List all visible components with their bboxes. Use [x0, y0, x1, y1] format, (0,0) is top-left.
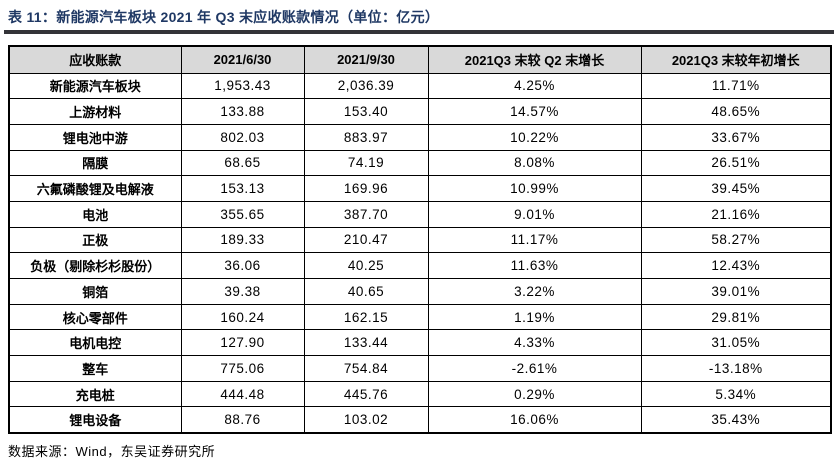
table-body: 新能源汽车板块 1,953.43 2,036.39 4.25% 11.71% 上游材料 13… [8, 72, 832, 434]
table-row: 核心零部件 160.24 162.15 1.19% 29.81% [8, 303, 832, 331]
table-cell: 58.27% [640, 226, 832, 254]
row-label: 整车 [8, 355, 182, 382]
table-cell: 14.57% [427, 98, 642, 125]
table-cell: 133.88 [180, 98, 305, 125]
table-header: 应收账款 2021/6/30 2021/9/30 2021Q3 末较 Q2 末增… [8, 45, 832, 74]
table-row: 正极 189.33 210.47 11.17% 58.27% [8, 226, 832, 254]
table-row: 新能源汽车板块 1,953.43 2,036.39 4.25% 11.71% [8, 72, 832, 100]
table-cell: -13.18% [640, 355, 832, 382]
table-cell: 11.63% [427, 252, 642, 279]
table-cell: 153.13 [180, 175, 305, 202]
table-row: 六氟磷酸锂及电解液 153.13 169.96 10.99% 39.45% [8, 175, 832, 202]
column-header-receivables: 应收账款 [8, 45, 182, 74]
table-cell: 2,036.39 [303, 72, 429, 100]
table-cell: 133.44 [303, 329, 429, 357]
title-rule-divider [4, 30, 834, 34]
receivables-table: 应收账款 2021/6/30 2021/9/30 2021Q3 末较 Q2 末增… [8, 45, 832, 434]
table-cell: 9.01% [427, 200, 642, 228]
table-cell: 33.67% [640, 123, 832, 151]
table-cell: 21.16% [640, 200, 832, 228]
table-cell: 11.71% [640, 72, 832, 100]
table-row: 电机电控 127.90 133.44 4.33% 31.05% [8, 329, 832, 357]
table-cell: 26.51% [640, 149, 832, 177]
table-cell: 169.96 [303, 175, 429, 202]
data-source-note: 数据来源：Wind，东吴证券研究所 [8, 444, 216, 459]
table-row: 电池 355.65 387.70 9.01% 21.16% [8, 200, 832, 228]
table-cell: 802.03 [180, 123, 305, 151]
table-cell: 883.97 [303, 123, 429, 151]
row-label: 负极（剔除杉杉股份） [8, 252, 182, 279]
table-cell: 444.48 [180, 380, 305, 408]
table-cell: 39.01% [640, 278, 832, 305]
table-cell: -2.61% [427, 355, 642, 382]
table-title: 表 11：新能源汽车板块 2021 年 Q3 末应收账款情况（单位：亿元） [8, 9, 440, 25]
table-row: 锂电池中游 802.03 883.97 10.22% 33.67% [8, 123, 832, 151]
table-cell: 4.25% [427, 72, 642, 100]
table-cell: 189.33 [180, 226, 305, 254]
table-cell: 8.08% [427, 149, 642, 177]
table-cell: 210.47 [303, 226, 429, 254]
column-header-q3-vs-q2: 2021Q3 末较 Q2 末增长 [427, 45, 642, 74]
table-cell: 4.33% [427, 329, 642, 357]
table-cell: 754.84 [303, 355, 429, 382]
row-label: 锂电设备 [8, 406, 182, 434]
table-cell: 1.19% [427, 303, 642, 331]
table-row: 隔膜 68.65 74.19 8.08% 26.51% [8, 149, 832, 177]
header-row: 应收账款 2021/6/30 2021/9/30 2021Q3 末较 Q2 末增… [8, 45, 832, 74]
table-row: 充电桩 444.48 445.76 0.29% 5.34% [8, 380, 832, 408]
table-cell: 74.19 [303, 149, 429, 177]
table-cell: 160.24 [180, 303, 305, 331]
column-header-2021-9-30: 2021/9/30 [303, 45, 429, 74]
table-cell: 40.65 [303, 278, 429, 305]
row-label: 锂电池中游 [8, 123, 182, 151]
table-cell: 5.34% [640, 380, 832, 408]
row-label: 正极 [8, 226, 182, 254]
table-cell: 88.76 [180, 406, 305, 434]
table-cell: 11.17% [427, 226, 642, 254]
row-label: 上游材料 [8, 98, 182, 125]
column-header-2021-6-30: 2021/6/30 [180, 45, 305, 74]
table-cell: 355.65 [180, 200, 305, 228]
table-cell: 39.38 [180, 278, 305, 305]
row-label: 电机电控 [8, 329, 182, 357]
table-cell: 10.22% [427, 123, 642, 151]
row-label: 新能源汽车板块 [8, 72, 182, 100]
table-cell: 36.06 [180, 252, 305, 279]
table-row: 负极（剔除杉杉股份） 36.06 40.25 11.63% 12.43% [8, 252, 832, 279]
row-label: 六氟磷酸锂及电解液 [8, 175, 182, 202]
table-cell: 68.65 [180, 149, 305, 177]
table-row: 锂电设备 88.76 103.02 16.06% 35.43% [8, 406, 832, 434]
table-cell: 39.45% [640, 175, 832, 202]
table-cell: 31.05% [640, 329, 832, 357]
table-cell: 775.06 [180, 355, 305, 382]
row-label: 铜箔 [8, 278, 182, 305]
column-header-q3-vs-ytd: 2021Q3 末较年初增长 [640, 45, 832, 74]
table-cell: 35.43% [640, 406, 832, 434]
table-cell: 40.25 [303, 252, 429, 279]
row-label: 核心零部件 [8, 303, 182, 331]
table-cell: 445.76 [303, 380, 429, 408]
table-row: 铜箔 39.38 40.65 3.22% 39.01% [8, 278, 832, 305]
table-cell: 3.22% [427, 278, 642, 305]
table-cell: 103.02 [303, 406, 429, 434]
row-label: 电池 [8, 200, 182, 228]
table-cell: 12.43% [640, 252, 832, 279]
table-cell: 48.65% [640, 98, 832, 125]
table-cell: 10.99% [427, 175, 642, 202]
table-cell: 0.29% [427, 380, 642, 408]
table-cell: 1,953.43 [180, 72, 305, 100]
row-label: 隔膜 [8, 149, 182, 177]
table-row: 整车 775.06 754.84 -2.61% -13.18% [8, 355, 832, 382]
table-cell: 29.81% [640, 303, 832, 331]
table-cell: 153.40 [303, 98, 429, 125]
row-label: 充电桩 [8, 380, 182, 408]
table-cell: 387.70 [303, 200, 429, 228]
table-cell: 127.90 [180, 329, 305, 357]
table-cell: 162.15 [303, 303, 429, 331]
table-cell: 16.06% [427, 406, 642, 434]
table-row: 上游材料 133.88 153.40 14.57% 48.65% [8, 98, 832, 125]
